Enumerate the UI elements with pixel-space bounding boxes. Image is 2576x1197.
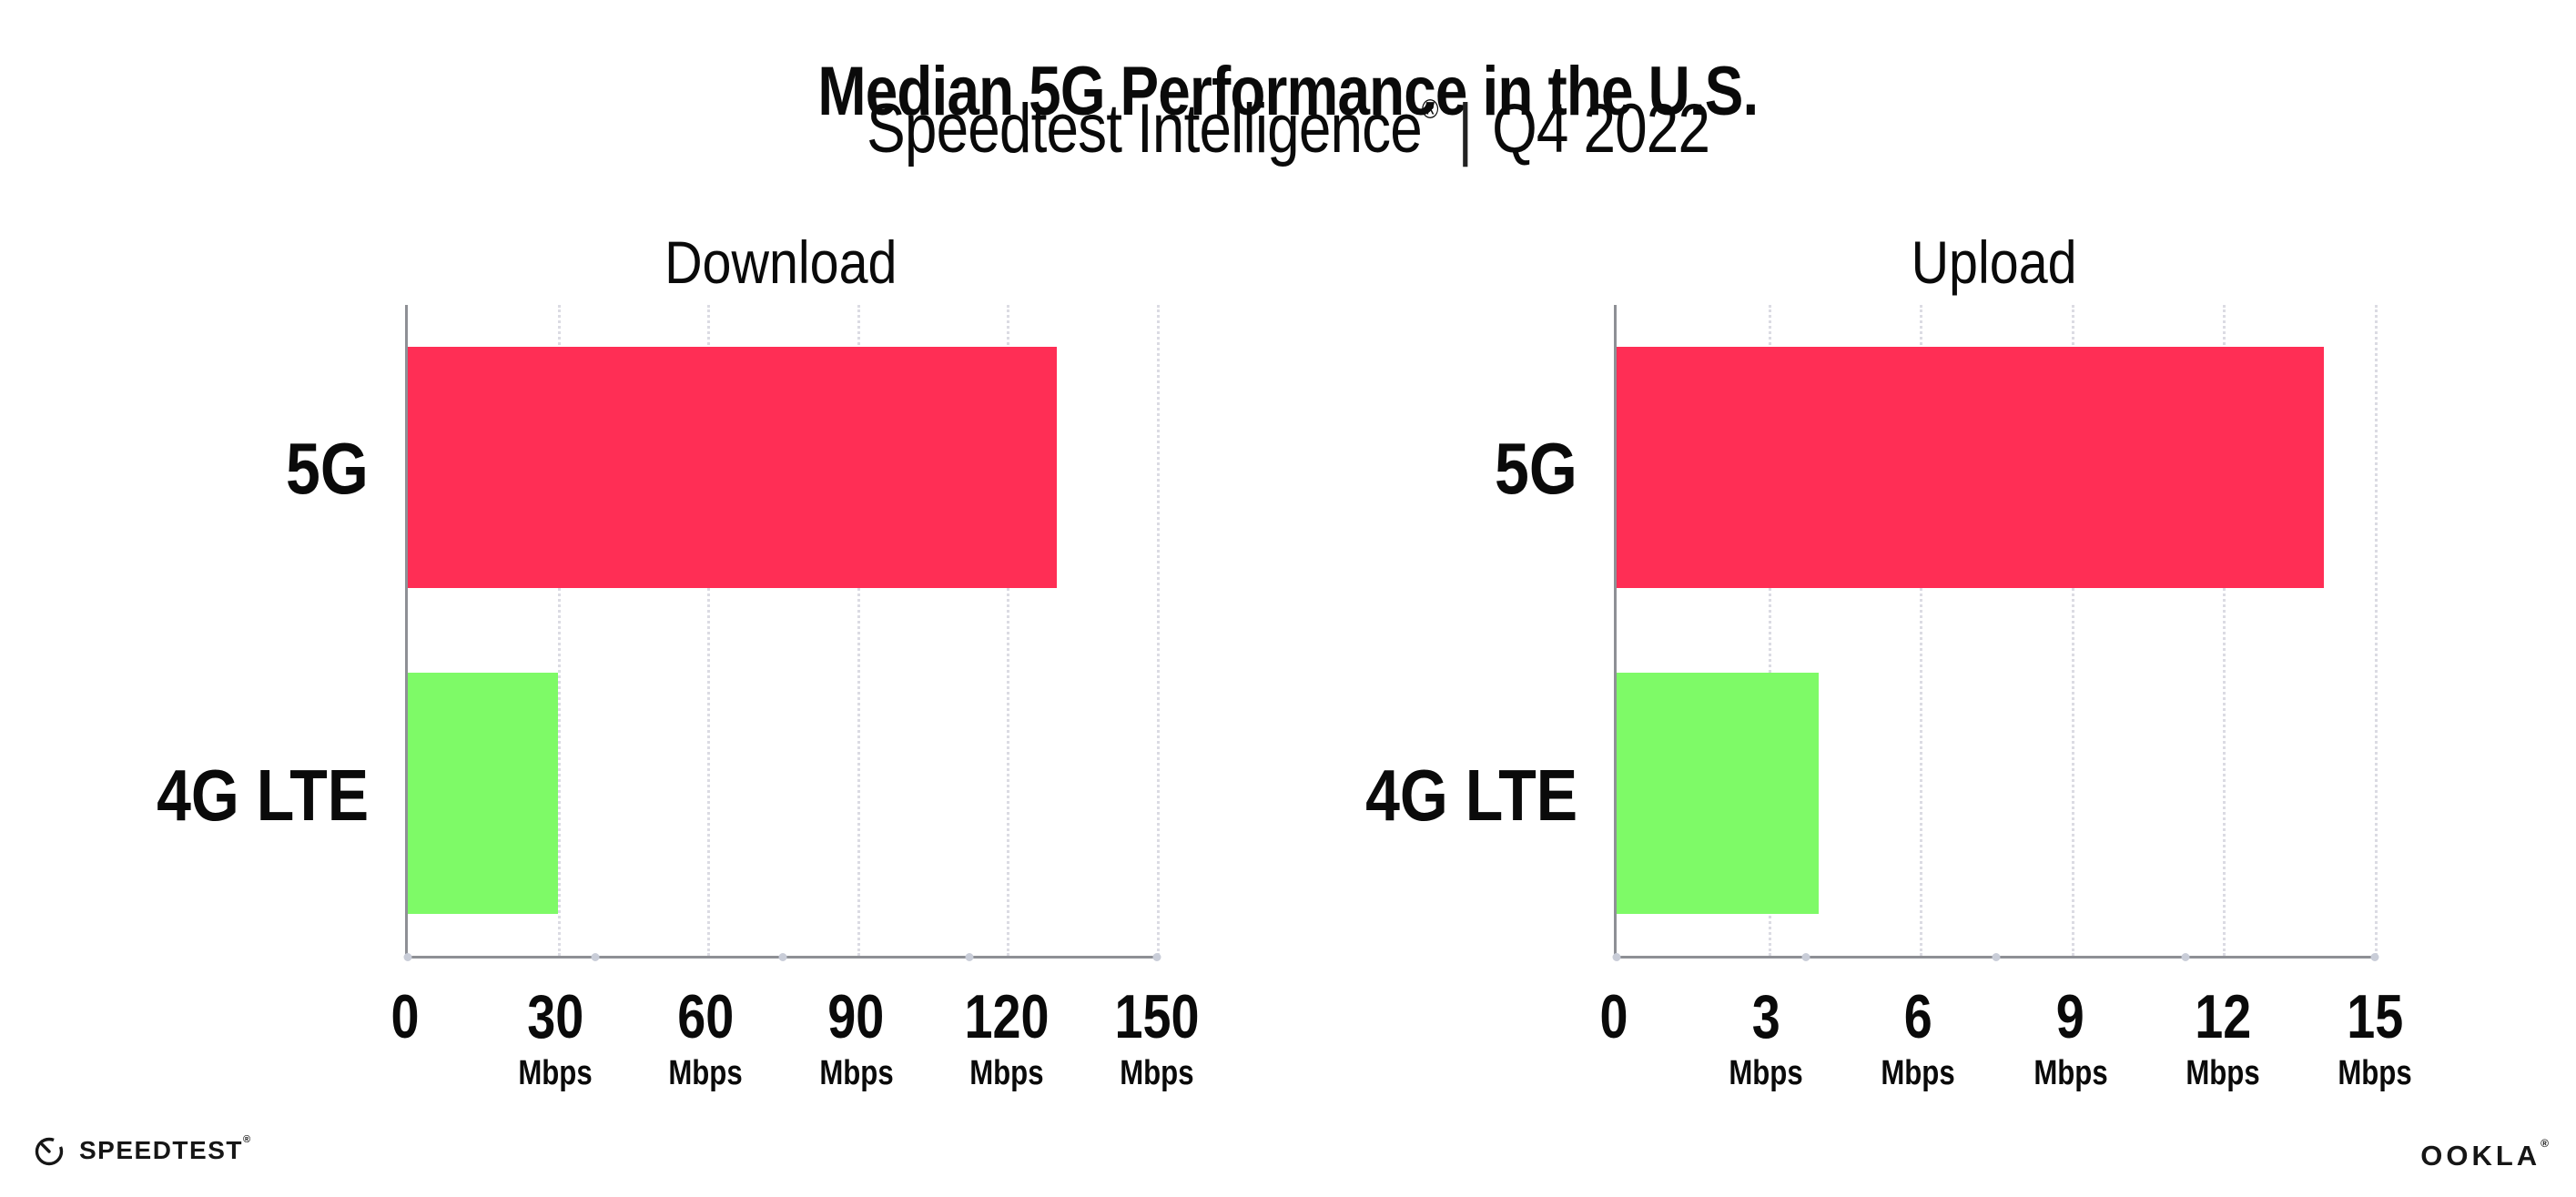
x-tick-150: 150 Mbps xyxy=(1105,986,1208,1090)
x-tick-120: 120 Mbps xyxy=(955,986,1058,1090)
x-tick-15: 15 Mbps xyxy=(2329,986,2419,1090)
x-tick-unit: Mbps xyxy=(1729,1054,1803,1092)
gridline-150 xyxy=(1157,305,1160,956)
subtitle-product: Speedtest Intelligence xyxy=(867,90,1423,167)
upload-chart: Upload 5G 4G LTE 0 3 Mbps 6 Mbps 9 Mbps 12 Mbps 15 M… xyxy=(1365,228,2412,1147)
gridline-3 xyxy=(1768,305,1771,956)
category-label-4g-lte: 4G LTE xyxy=(157,754,369,836)
x-tick-number: 30 xyxy=(527,982,584,1051)
subtitle-divider: | xyxy=(1457,90,1473,167)
x-tick-number: 90 xyxy=(827,982,885,1051)
x-tick-0: 0 xyxy=(1597,986,1631,1048)
download-chart-title: Download xyxy=(664,228,898,296)
subtitle-period: Q4 2022 xyxy=(1491,90,1710,167)
x-tick-3: 3 Mbps xyxy=(1721,986,1811,1090)
upload-chart-title: Upload xyxy=(1912,228,2077,296)
x-tick-0: 0 xyxy=(388,986,422,1048)
x-tick-number: 12 xyxy=(2194,982,2251,1051)
x-tick-6: 6 Mbps xyxy=(1873,986,1963,1090)
x-tick-unit: Mbps xyxy=(2338,1054,2412,1092)
page-title-text: Median 5G Performance in the U.S. xyxy=(817,52,1759,130)
gridline-6 xyxy=(1920,305,1923,956)
x-tick-number: 3 xyxy=(1751,982,1780,1051)
gridline-60 xyxy=(707,305,711,956)
x-tick-unit: Mbps xyxy=(818,1054,894,1092)
speedtest-logo: SPEEDTEST® xyxy=(33,1134,252,1167)
bar-4g-lte-upload xyxy=(1617,672,1820,914)
axis-dot xyxy=(1612,953,1621,961)
upload-plot-area xyxy=(1612,305,2379,961)
bar-5g-upload xyxy=(1617,347,2325,589)
x-tick-12: 12 Mbps xyxy=(2177,986,2267,1090)
ookla-wordmark: OOKLA xyxy=(2420,1140,2541,1172)
x-tick-number: 9 xyxy=(2056,982,2085,1051)
x-tick-number: 15 xyxy=(2346,982,2404,1051)
x-tick-unit: Mbps xyxy=(518,1054,593,1092)
registered-mark: ® xyxy=(1421,95,1439,125)
x-tick-unit: Mbps xyxy=(2186,1054,2260,1092)
gridline-30 xyxy=(557,305,561,956)
axis-dot xyxy=(1992,953,2000,961)
speedometer-gauge-icon xyxy=(35,1134,66,1166)
x-tick-number: 150 xyxy=(1114,982,1200,1051)
x-tick-number: 60 xyxy=(677,982,735,1051)
x-tick-90: 90 Mbps xyxy=(811,986,901,1090)
gridline-9 xyxy=(2071,305,2074,956)
x-tick-9: 9 Mbps xyxy=(2025,986,2115,1090)
page-title: Median 5G Performance in the U.S. xyxy=(0,52,2576,131)
gridline-12 xyxy=(2223,305,2226,956)
axis-dot xyxy=(965,953,974,961)
axis-dot xyxy=(2370,953,2379,961)
download-plot-area xyxy=(403,305,1161,961)
bar-5g-download xyxy=(408,347,1058,589)
download-chart: Download 5G 4G LTE 0 30 Mbps 60 Mbps 90 Mbps 120 M… xyxy=(157,228,1200,1147)
category-label-5g: 5G xyxy=(1495,427,1577,509)
gridline-120 xyxy=(1007,305,1010,956)
x-tick-unit: Mbps xyxy=(1881,1054,1956,1092)
axis-dot xyxy=(403,953,412,961)
gridline-15 xyxy=(2375,305,2378,956)
x-tick-number: 6 xyxy=(1903,982,1932,1051)
axis-dot xyxy=(1801,953,1810,961)
speedtest-wordmark: SPEEDTEST® xyxy=(79,1134,252,1164)
speedtest-registered-mark: ® xyxy=(242,1134,252,1145)
x-tick-unit: Mbps xyxy=(1120,1054,1194,1092)
x-tick-number: 120 xyxy=(964,982,1050,1051)
axis-dot xyxy=(1152,953,1161,961)
x-tick-number: 0 xyxy=(390,982,420,1051)
x-tick-unit: Mbps xyxy=(668,1054,744,1092)
x-tick-60: 60 Mbps xyxy=(661,986,751,1090)
ookla-logo: OOKLA® xyxy=(2420,1137,2549,1172)
axis-dot xyxy=(591,953,600,961)
x-tick-unit: Mbps xyxy=(2033,1054,2108,1092)
subtitle: Speedtest Intelligence® | Q4 2022 xyxy=(0,89,2576,168)
bar-4g-lte-download xyxy=(408,672,558,914)
axis-dot xyxy=(778,953,786,961)
axis-dot xyxy=(2181,953,2190,961)
x-tick-number: 0 xyxy=(1599,982,1628,1051)
category-label-5g: 5G xyxy=(286,427,369,509)
gridline-90 xyxy=(857,305,860,956)
x-tick-unit: Mbps xyxy=(969,1054,1044,1092)
category-label-4g-lte: 4G LTE xyxy=(1365,754,1577,836)
ookla-registered-mark: ® xyxy=(2541,1137,2549,1150)
x-tick-30: 30 Mbps xyxy=(511,986,601,1090)
